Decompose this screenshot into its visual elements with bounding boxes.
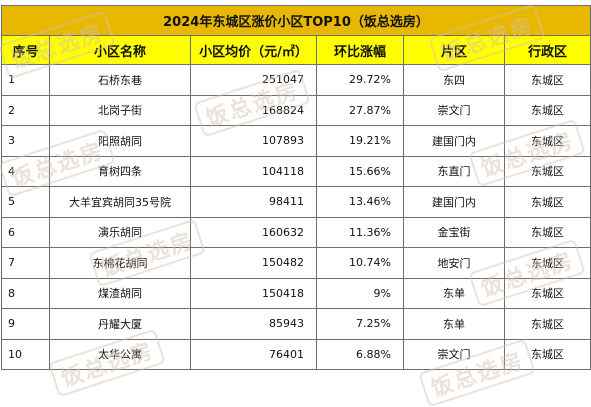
cell-price: 168824 [190,94,317,126]
cell-name: 阳照胡同 [49,125,191,157]
cell-change: 11.36% [316,216,404,248]
cell-name: 北岗子街 [49,94,191,126]
table-title-row: 2024年东城区涨价小区TOP10（饭总选房） [0,5,591,36]
table-row: 6 演乐胡同 160632 11.36% 金宝街 东城区 [1,216,591,248]
cell-price: 76401 [190,338,317,370]
cell-district: 东城区 [503,247,591,279]
cell-name: 丹耀大厦 [49,308,191,340]
cell-rank: 10 [1,338,50,370]
cell-change: 6.88% [316,338,404,370]
cell-district: 东城区 [503,186,591,218]
cell-area: 东单 [403,277,505,309]
cell-district: 东城区 [503,338,591,370]
cell-change: 9% [316,277,404,309]
cell-price: 104118 [190,155,317,187]
cell-rank: 7 [1,247,50,279]
cell-area: 崇文门 [403,94,505,126]
cell-area: 东直门 [403,155,505,187]
header-district: 行政区 [503,35,591,65]
cell-price: 150418 [190,277,317,309]
header-change: 环比涨幅 [316,35,404,65]
table-title: 2024年东城区涨价小区TOP10（饭总选房） [0,5,591,36]
table-row: 7 东棉花胡同 150482 10.74% 地安门 东城区 [1,247,591,279]
cell-change: 13.46% [316,186,404,218]
cell-rank: 8 [1,277,50,309]
cell-name: 太华公寓 [49,338,191,370]
cell-price: 251047 [190,64,317,96]
cell-change: 19.21% [316,125,404,157]
cell-rank: 2 [1,94,50,126]
cell-change: 27.87% [316,94,404,126]
cell-district: 东城区 [503,125,591,157]
cell-rank: 9 [1,308,50,340]
header-price: 小区均价（元/㎡） [190,35,317,65]
table-row: 3 阳照胡同 107893 19.21% 建国门内 东城区 [1,125,591,157]
table-row: 9 丹耀大厦 85943 7.25% 东单 东城区 [1,308,591,340]
cell-name: 大羊宜宾胡同35号院 [49,186,191,218]
table-header-row: 序号 小区名称 小区均价（元/㎡） 环比涨幅 片区 行政区 [1,35,591,65]
cell-name: 演乐胡同 [49,216,191,248]
cell-district: 东城区 [503,308,591,340]
ranking-table: 2024年东城区涨价小区TOP10（饭总选房） 序号 小区名称 小区均价（元/㎡… [0,5,591,370]
header-area: 片区 [403,35,505,65]
cell-price: 107893 [190,125,317,157]
cell-change: 29.72% [316,64,404,96]
cell-price: 160632 [190,216,317,248]
cell-area: 建国门内 [403,125,505,157]
cell-area: 东单 [403,308,505,340]
table-row: 5 大羊宜宾胡同35号院 98411 13.46% 建国门内 东城区 [1,186,591,218]
cell-district: 东城区 [503,155,591,187]
cell-change: 7.25% [316,308,404,340]
table-row: 8 煤渣胡同 150418 9% 东单 东城区 [1,277,591,309]
table-row: 2 北岗子街 168824 27.87% 崇文门 东城区 [1,94,591,126]
cell-area: 金宝街 [403,216,505,248]
cell-rank: 5 [1,186,50,218]
table-body: 1 石桥东巷 251047 29.72% 东四 东城区 2 北岗子街 168824 27.87% 崇… [1,64,591,370]
cell-district: 东城区 [503,94,591,126]
ranking-sheet: 2024年东城区涨价小区TOP10（饭总选房） 序号 小区名称 小区均价（元/㎡… [0,3,591,407]
cell-rank: 3 [1,125,50,157]
cell-price: 98411 [190,186,317,218]
cell-district: 东城区 [503,216,591,248]
table-row: 10 太华公寓 76401 6.88% 崇文门 东城区 [1,338,591,370]
cell-rank: 4 [1,155,50,187]
cell-name: 石桥东巷 [49,64,191,96]
cell-change: 15.66% [316,155,404,187]
cell-change: 10.74% [316,247,404,279]
cell-district: 东城区 [503,64,591,96]
cell-price: 85943 [190,308,317,340]
cell-area: 崇文门 [403,338,505,370]
cell-rank: 6 [1,216,50,248]
cell-name: 育树四条 [49,155,191,187]
cell-name: 东棉花胡同 [49,247,191,279]
header-rank: 序号 [1,35,50,65]
cell-name: 煤渣胡同 [49,277,191,309]
cell-area: 建国门内 [403,186,505,218]
cell-price: 150482 [190,247,317,279]
cell-area: 地安门 [403,247,505,279]
cell-area: 东四 [403,64,505,96]
cell-rank: 1 [1,64,50,96]
table-row: 4 育树四条 104118 15.66% 东直门 东城区 [1,155,591,187]
header-name: 小区名称 [49,35,191,65]
table-row: 1 石桥东巷 251047 29.72% 东四 东城区 [1,64,591,96]
cell-district: 东城区 [503,277,591,309]
